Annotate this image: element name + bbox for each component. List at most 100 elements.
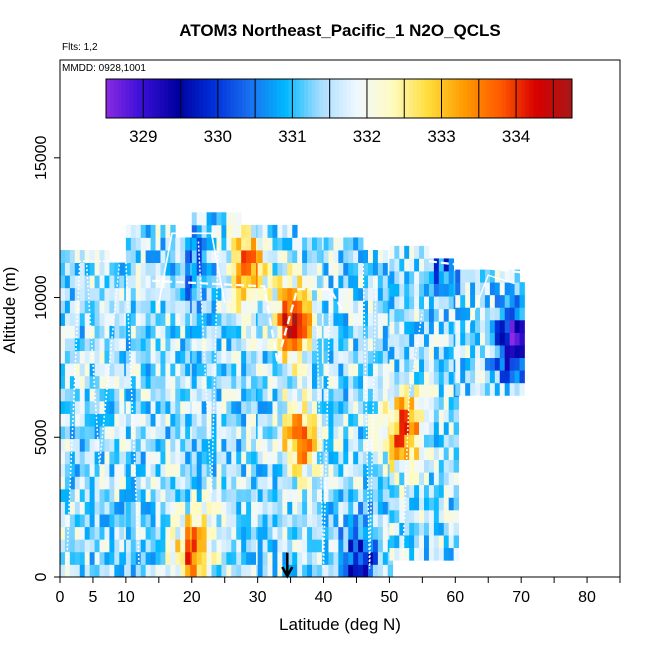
- heatmap-cell: [489, 370, 496, 384]
- heatmap-cell: [89, 275, 95, 289]
- heatmap-cell: [60, 488, 66, 502]
- heatmap-cell: [358, 438, 364, 452]
- heatmap-cell: [216, 564, 222, 578]
- heatmap-cell: [109, 476, 115, 490]
- heatmap-cell: [99, 262, 105, 276]
- heatmap-cell: [414, 522, 420, 536]
- plot-frame: [59, 59, 621, 578]
- heatmap-cell: [353, 526, 359, 540]
- heatmap-cell: [109, 312, 115, 326]
- colorbar-segment: [517, 79, 523, 118]
- heatmap-cell: [443, 535, 450, 549]
- heatmap-cell: [130, 551, 137, 565]
- heatmap-cell: [94, 350, 100, 364]
- colorbar-segment: [385, 79, 390, 118]
- heatmap-cell: [282, 526, 288, 540]
- heatmap-cell: [114, 539, 120, 553]
- heatmap-cell: [277, 463, 283, 477]
- heatmap-cell: [428, 447, 435, 461]
- heatmap-cell: [211, 451, 217, 465]
- heatmap-cell: [60, 551, 66, 565]
- heatmap-cell: [292, 551, 298, 565]
- heatmap-cell: [419, 371, 425, 385]
- heatmap-cell: [363, 438, 369, 452]
- heatmap-cell: [170, 501, 176, 515]
- heatmap-cell: [333, 237, 339, 251]
- colorbar-segment: [436, 79, 441, 118]
- heatmap-cell: [312, 388, 318, 402]
- heatmap-cell: [257, 451, 263, 465]
- heatmap-cell: [89, 501, 95, 515]
- heatmap-cell: [328, 501, 334, 515]
- heatmap-cell: [470, 345, 476, 359]
- heatmap-cell: [448, 359, 455, 372]
- heatmap-cell: [196, 400, 203, 414]
- heatmap-cell: [499, 282, 506, 296]
- heatmap-cell: [389, 245, 395, 259]
- heatmap-cell: [382, 426, 389, 440]
- heatmap-cell: [99, 287, 105, 301]
- heatmap-cell: [377, 564, 384, 578]
- heatmap-cell: [338, 375, 344, 389]
- heatmap-cell: [399, 497, 405, 511]
- heatmap-cell: [99, 451, 105, 465]
- heatmap-cell: [323, 350, 329, 364]
- heatmap-cell: [297, 262, 303, 276]
- heatmap-cell: [480, 294, 486, 308]
- heatmap-cell: [328, 476, 334, 490]
- heatmap-cell: [206, 539, 212, 553]
- heatmap-cell: [316, 488, 323, 502]
- heatmap-cell: [302, 426, 308, 440]
- heatmap-cell: [307, 426, 313, 440]
- heatmap-cell: [201, 212, 207, 226]
- heatmap-cell: [60, 312, 66, 326]
- heatmap-cell: [363, 551, 369, 565]
- heatmap-cell: [372, 514, 379, 528]
- heatmap-cell: [404, 509, 410, 523]
- heatmap-cell: [140, 325, 147, 339]
- heatmap-cell: [196, 539, 203, 553]
- heatmap-cell: [338, 488, 344, 502]
- heatmap-cell: [377, 275, 384, 289]
- heatmap-cell: [414, 434, 420, 448]
- heatmap-cell: [287, 526, 293, 540]
- heatmap-cell: [155, 526, 161, 540]
- heatmap-cell: [226, 501, 232, 515]
- heatmap-cell: [79, 564, 86, 578]
- heatmap-cell: [372, 300, 379, 314]
- heatmap-cell: [353, 426, 359, 440]
- heatmap-cell: [424, 547, 430, 561]
- heatmap-cell: [257, 463, 263, 477]
- heatmap-cell: [221, 350, 227, 364]
- heatmap-cell: [74, 388, 81, 402]
- heatmap-cell: [175, 426, 181, 440]
- heatmap-cell: [302, 488, 308, 502]
- heatmap-cell: [246, 338, 252, 352]
- heatmap-cell: [382, 438, 389, 452]
- heatmap-cell: [211, 300, 217, 314]
- heatmap-cell: [424, 296, 430, 310]
- heatmap-cell: [484, 294, 491, 308]
- heatmap-cell: [267, 463, 273, 477]
- heatmap-cell: [443, 396, 450, 410]
- heatmap-cell: [307, 262, 313, 276]
- heatmap-cell: [180, 325, 186, 339]
- heatmap-cell: [277, 413, 283, 427]
- heatmap-cell: [119, 388, 125, 402]
- heatmap-cell: [231, 312, 237, 326]
- heatmap-cell: [382, 325, 389, 339]
- heatmap-cell: [307, 413, 313, 427]
- heatmap-cell: [353, 488, 359, 502]
- heatmap-cell: [323, 237, 329, 251]
- heatmap-cell: [389, 447, 395, 461]
- heatmap-cell: [272, 413, 278, 427]
- heatmap-cell: [448, 497, 455, 511]
- heatmap-cell: [89, 488, 95, 502]
- heatmap-cell: [302, 325, 308, 339]
- heatmap-cell: [282, 275, 288, 289]
- heatmap-cell: [104, 388, 110, 402]
- heatmap-cell: [348, 539, 354, 553]
- heatmap-cell: [236, 438, 242, 452]
- heatmap-cell: [170, 262, 176, 276]
- heatmap-cell: [145, 224, 151, 238]
